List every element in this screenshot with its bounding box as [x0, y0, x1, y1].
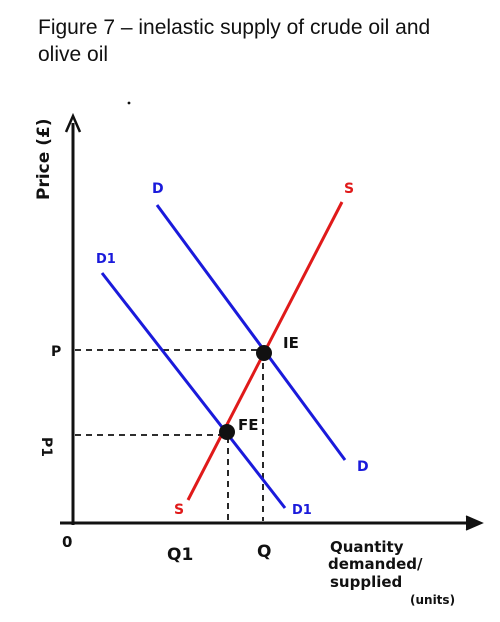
final-equilibrium-point [219, 424, 235, 440]
price-p1-label: P1 [38, 437, 54, 457]
x-axis-label-line-3: supplied [330, 573, 402, 591]
x-axis-label-line-1: Quantity [330, 538, 404, 556]
demand-curve-d-label: D [152, 181, 164, 197]
demand-curve-d1 [100, 272, 287, 509]
demand-curve-d [155, 204, 347, 461]
x-axis-arrow [465, 515, 484, 531]
initial-equilibrium-label: IE [283, 334, 299, 352]
demand-curve-d-end-label: D [357, 459, 369, 475]
origin-label: 0 [62, 533, 72, 551]
price-p-label: P [51, 344, 61, 360]
initial-equilibrium-point [256, 345, 272, 361]
figure-title: Figure 7 – inelastic supply of crude oil… [38, 14, 478, 68]
stray-dot [127, 101, 131, 105]
y-axis-arrow [64, 112, 82, 133]
quantity-q-label: Q [257, 542, 271, 562]
supply-curve-s-label: S [344, 181, 354, 197]
supply-curve-s-end-label: S [174, 502, 184, 518]
demand-curve-d1-end-label: D1 [292, 503, 312, 518]
quantity-q1-label: Q1 [167, 545, 193, 565]
demand-curve-d1-label: D1 [96, 252, 116, 267]
x-axis-label-line-4: (units) [410, 593, 455, 607]
figure-title-line-2: olive oil [38, 43, 109, 66]
figure-title-line-1: Figure 7 – inelastic supply of crude oil… [38, 16, 431, 39]
final-equilibrium-label: FE [238, 416, 259, 434]
y-axis-label: Price (£) [34, 118, 54, 200]
x-axis-label-line-2: demanded/ [328, 555, 423, 573]
